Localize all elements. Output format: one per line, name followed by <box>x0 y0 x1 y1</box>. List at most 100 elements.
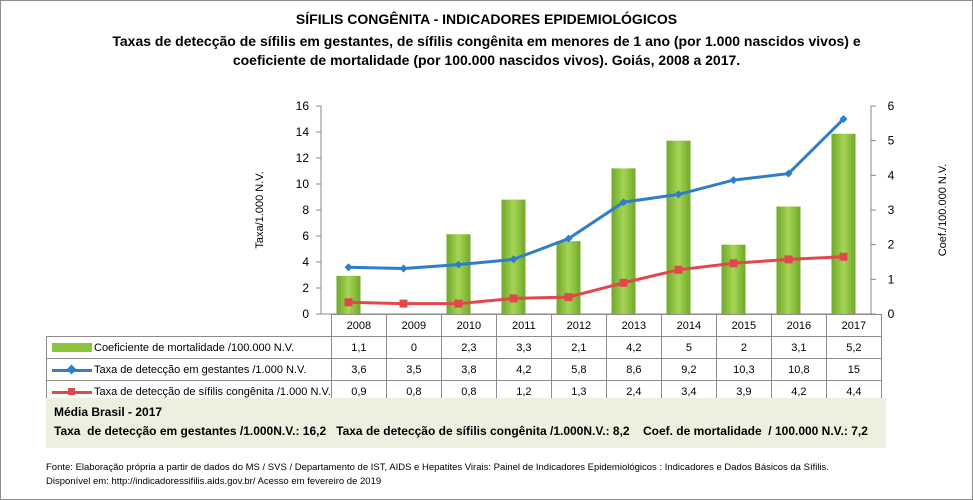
year-header: 2011 <box>495 314 552 337</box>
footer-line-2: Disponível em: http://indicadoressifilis… <box>46 476 382 487</box>
legend-line-key <box>52 387 92 396</box>
point-1-2008 <box>344 263 353 272</box>
point-2-2011 <box>509 294 518 303</box>
bar-2017 <box>831 133 856 314</box>
brasil-average-title: Média Brasil - 2017 <box>54 405 163 419</box>
data-label: 9,2 <box>660 358 717 381</box>
data-label: 3,8 <box>440 358 497 381</box>
point-2-2014 <box>674 265 683 274</box>
point-1-2015 <box>729 176 738 185</box>
point-2-2016 <box>784 255 793 264</box>
brasil-average-values: Taxa de detecção em gestantes /1.000N.V.… <box>54 424 868 438</box>
line-series-1 <box>348 117 845 271</box>
point-2-2009 <box>399 299 408 308</box>
left-tick-label: 2 <box>302 281 309 295</box>
data-label: 3,5 <box>385 358 442 381</box>
data-label: 5 <box>660 336 717 359</box>
left-tick-label: 8 <box>302 203 309 217</box>
year-header: 2010 <box>440 314 497 337</box>
data-table: 2008 2009 2010 2011 2012 2013 2014 2015 2016 2017… <box>46 314 882 403</box>
right-tick-label: 4 <box>888 168 895 182</box>
series-name: Coeficiente de mortalidade /100.000 N.V. <box>94 341 295 354</box>
data-label: 10,8 <box>770 358 827 381</box>
brasil-average-box: Média Brasil - 2017 Taxa de detecção em … <box>46 398 886 448</box>
legend-bar-key <box>52 343 92 353</box>
left-tick-label: 6 <box>302 229 309 243</box>
left-tick-label: 14 <box>296 125 310 139</box>
legend-line-key <box>52 364 92 375</box>
data-label: 2,3 <box>440 336 497 359</box>
data-label: 4,2 <box>605 336 662 359</box>
right-tick-label: 6 <box>888 99 895 113</box>
point-2-2008 <box>344 298 353 307</box>
right-tick-label: 1 <box>888 272 895 286</box>
year-header: 2008 <box>330 314 387 337</box>
point-2-2013 <box>619 278 628 287</box>
data-label: 0 <box>385 336 442 359</box>
line-series-2 <box>348 255 844 306</box>
point-2-2017 <box>839 252 848 261</box>
point-1-2011 <box>509 255 518 264</box>
chart-subtitle: Taxas de detecção de sífilis em gestante… <box>112 33 861 68</box>
year-header: 2017 <box>825 314 882 337</box>
data-label: 2,1 <box>550 336 607 359</box>
data-label: 5,8 <box>550 358 607 381</box>
series-name: Taxa de detecção de sífilis congênita /1… <box>94 385 331 398</box>
right-tick-label: 3 <box>888 203 895 217</box>
bar-2012 <box>556 241 581 314</box>
data-label: 1,1 <box>330 336 387 359</box>
data-label: 0,9 <box>330 380 387 403</box>
left-tick-label: 0 <box>302 307 309 321</box>
data-label: 10,3 <box>715 358 772 381</box>
data-label: 15 <box>825 358 882 381</box>
year-header: 2009 <box>385 314 442 337</box>
data-label: 3,3 <box>495 336 552 359</box>
right-tick-label: 2 <box>888 238 895 252</box>
bar-2014 <box>666 140 691 314</box>
bar-2013 <box>611 168 636 314</box>
point-1-2014 <box>674 190 683 199</box>
right-tick-label: 5 <box>888 134 895 148</box>
right-axis-title: Coef./100.000 N.V. <box>937 164 949 257</box>
bar-2008 <box>336 275 361 314</box>
data-label: 0,8 <box>385 380 442 403</box>
point-2-2015 <box>729 259 738 268</box>
left-tick-label: 10 <box>296 177 310 191</box>
year-header: 2014 <box>660 314 717 337</box>
table-corner <box>47 315 332 337</box>
year-header: 2016 <box>770 314 827 337</box>
point-1-2012 <box>564 234 573 243</box>
data-label: 1,3 <box>550 380 607 403</box>
data-label: 3,1 <box>770 336 827 359</box>
left-tick-label: 12 <box>296 151 310 165</box>
point-2-2012 <box>564 293 573 302</box>
data-label: 3,6 <box>330 358 387 381</box>
left-tick-label: 16 <box>296 99 310 113</box>
data-label: 4,2 <box>495 358 552 381</box>
point-1-2017 <box>839 115 848 123</box>
year-header: 2013 <box>605 314 662 337</box>
data-label: 2 <box>715 336 772 359</box>
series-legend: Coeficiente de mortalidade /100.000 N.V. <box>46 336 332 359</box>
point-1-2010 <box>454 260 463 269</box>
series-legend: Taxa de detecção em gestantes /1.000 N.V… <box>46 358 332 381</box>
year-header: 2015 <box>715 314 772 337</box>
data-label: 8,6 <box>605 358 662 381</box>
point-2-2010 <box>454 299 463 308</box>
left-axis-title: Taxa/1.000 N.V. <box>254 171 266 248</box>
point-1-2009 <box>399 264 408 273</box>
point-1-2013 <box>619 198 628 207</box>
chart-title: SÍFILIS CONGÊNITA - INDICADORES EPIDEMIO… <box>295 11 678 27</box>
point-1-2016 <box>784 169 793 178</box>
year-header: 2012 <box>550 314 607 337</box>
left-tick-label: 4 <box>302 255 309 269</box>
data-label: 5,2 <box>825 336 882 359</box>
footer-source: Fonte: Elaboração própria a partir de da… <box>46 461 829 489</box>
right-tick-label: 0 <box>888 307 895 321</box>
series-name: Taxa de detecção em gestantes /1.000 N.V… <box>94 363 307 376</box>
bar-2015 <box>721 244 746 314</box>
table-row: Coeficiente de mortalidade /100.000 N.V.… <box>46 336 882 359</box>
footer-line-1: Fonte: Elaboração própria a partir de da… <box>46 462 829 473</box>
